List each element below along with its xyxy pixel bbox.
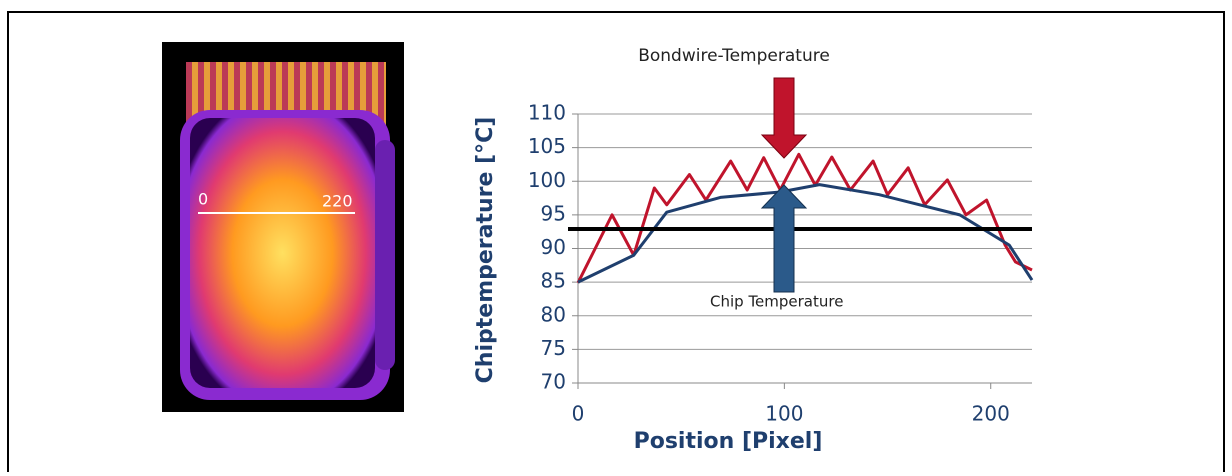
y-tick-label: 80 [541, 302, 566, 326]
arrows [760, 77, 808, 293]
y-axis-label: Chiptemperature [°C] [473, 117, 498, 384]
y-tick-label: 70 [541, 370, 566, 394]
plot: 70 75 80 85 90 95 100 105 110 0 100 200 [528, 101, 1034, 426]
thermal-image: 0 220 [162, 42, 404, 412]
y-tick-label: 75 [541, 336, 566, 360]
y-tick-label: 105 [528, 134, 566, 158]
x-tick-label: 100 [765, 402, 803, 426]
image-label: 220 [322, 192, 353, 211]
y-tick-label: 110 [528, 101, 566, 125]
y-tick-label: 95 [541, 201, 566, 225]
frame [7, 11, 1225, 476]
x-axis-label: Position [Pixel] [634, 429, 823, 454]
y-tick-label: 90 [541, 235, 566, 259]
x-tick-label: 200 [972, 402, 1010, 426]
annotation: Chip Temperature [710, 293, 843, 311]
x-tick-label: 0 [572, 402, 585, 426]
series-line [577, 183, 1034, 284]
annotation: Bondwire-Temperature [638, 46, 830, 66]
y-tick-label: 85 [541, 269, 566, 293]
y-tick-label: 100 [528, 168, 566, 192]
image-label: 0 [198, 190, 208, 209]
